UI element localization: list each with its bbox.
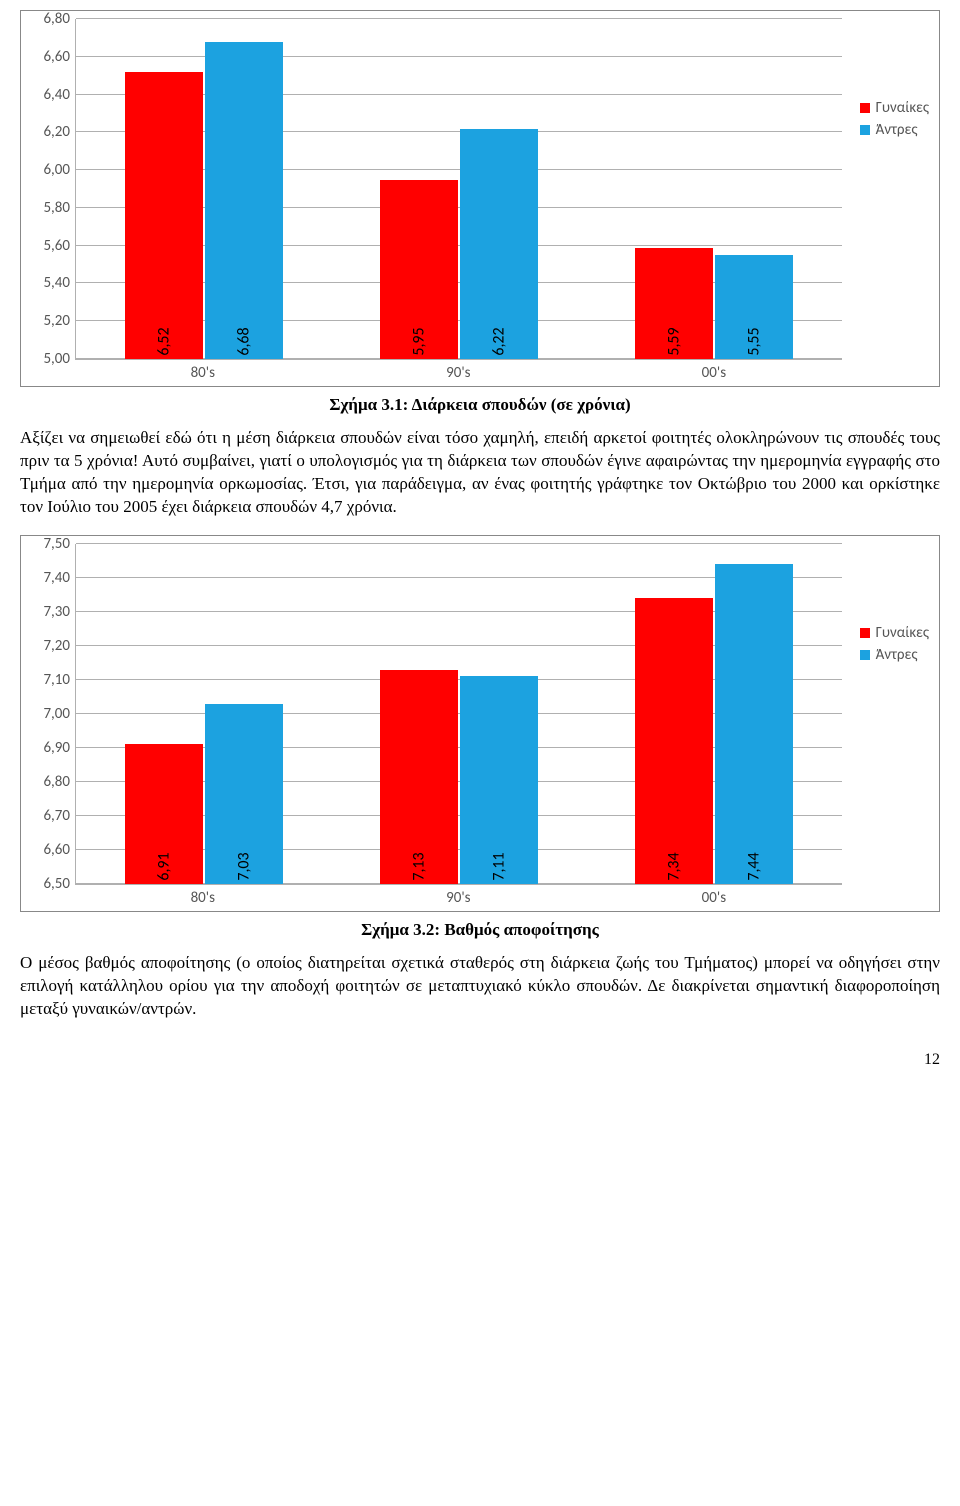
legend-label-women: Γυναίκες [876, 99, 929, 117]
y-axis-label: 6,60 [32, 48, 70, 66]
y-axis-label: 6,90 [32, 739, 70, 757]
bar: 5,95 [380, 180, 458, 359]
y-axis-label: 6,80 [32, 773, 70, 791]
bar: 7,11 [460, 676, 538, 883]
x-axis-label: 00's [702, 889, 726, 907]
bar-value-label: 5,59 [665, 327, 684, 355]
x-axis-label: 90's [446, 364, 470, 382]
paragraph-2: Ο μέσος βαθμός αποφοίτησης (ο οποίος δια… [20, 952, 940, 1021]
y-axis-label: 7,40 [32, 569, 70, 587]
bar: 5,59 [635, 248, 713, 359]
x-axis-label: 80's [191, 364, 215, 382]
legend-label-men: Άντρες [876, 121, 918, 139]
legend-swatch-men [860, 650, 870, 660]
chart-2: 6,50 6,60 6,70 6,80 6,90 7,00 7,10 7,20 7,30 7,40… [20, 535, 940, 912]
y-axis-label: 7,50 [32, 535, 70, 553]
y-axis-label: 5,80 [32, 199, 70, 217]
bar-value-label: 5,95 [409, 327, 428, 355]
y-axis-label: 6,40 [32, 86, 70, 104]
legend-item-women: Γυναίκες [860, 624, 929, 642]
bar-value-label: 6,68 [234, 327, 253, 355]
x-axis-label: 80's [191, 889, 215, 907]
legend-label-men: Άντρες [876, 646, 918, 664]
chart-1-plot: 5,005,205,405,605,806,006,206,406,606,80… [75, 19, 842, 360]
bar: 5,55 [715, 255, 793, 359]
bar-group: 6,91 7,03 [125, 704, 283, 884]
bar: 6,52 [125, 72, 203, 359]
chart-1-legend: Γυναίκες Άντρες [860, 99, 929, 143]
legend-item-men: Άντρες [860, 121, 929, 139]
y-axis-label: 7,10 [32, 671, 70, 689]
bar-group: 7,34 7,44 [635, 564, 793, 884]
bar-value-label: 7,13 [409, 852, 428, 880]
legend-label-women: Γυναίκες [876, 624, 929, 642]
bar: 7,13 [380, 670, 458, 884]
y-axis-label: 5,20 [32, 312, 70, 330]
y-axis-label: 5,40 [32, 274, 70, 292]
bar: 7,03 [205, 704, 283, 884]
x-axis-label: 00's [702, 364, 726, 382]
y-axis-label: 6,50 [32, 875, 70, 893]
y-axis-label: 5,00 [32, 350, 70, 368]
y-axis-label: 7,20 [32, 637, 70, 655]
bar-value-label: 7,11 [489, 852, 508, 880]
bar-value-label: 6,22 [489, 327, 508, 355]
bar-group: 6,52 6,68 [125, 42, 283, 359]
bar-value-label: 5,55 [745, 327, 764, 355]
bar-value-label: 7,03 [234, 852, 253, 880]
legend-item-women: Γυναίκες [860, 99, 929, 117]
bar-group: 5,59 5,55 [635, 248, 793, 359]
legend-swatch-men [860, 125, 870, 135]
chart-1: 5,00 5,20 5,40 5,60 5,80 6,00 6,20 6,40 6,60 6,80… [20, 10, 940, 387]
y-axis-label: 6,60 [32, 841, 70, 859]
legend-item-men: Άντρες [860, 646, 929, 664]
legend-swatch-women [860, 628, 870, 638]
bar: 6,68 [205, 42, 283, 359]
paragraph-1: Αξίζει να σημειωθεί εδώ ότι η μέση διάρκ… [20, 427, 940, 519]
y-axis-label: 6,80 [32, 10, 70, 28]
bar: 7,44 [715, 564, 793, 884]
caption-2: Σχήμα 3.2: Βαθμός αποφοίτησης [20, 920, 940, 940]
y-axis-label: 5,60 [32, 237, 70, 255]
bar-group: 7,13 7,11 [380, 670, 538, 884]
caption-1: Σχήμα 3.1: Διάρκεια σπουδών (σε χρόνια) [20, 395, 940, 415]
bar-value-label: 7,44 [745, 852, 764, 880]
bar: 6,91 [125, 744, 203, 883]
bar-value-label: 6,91 [154, 852, 173, 880]
chart-1-x-labels: 80's 90's 00's [75, 364, 842, 382]
y-axis-label: 6,70 [32, 807, 70, 825]
x-axis-label: 90's [446, 889, 470, 907]
bar: 6,22 [460, 129, 538, 359]
bar-value-label: 7,34 [665, 852, 684, 880]
bar-group: 5,95 6,22 [380, 129, 538, 359]
chart-2-legend: Γυναίκες Άντρες [860, 624, 929, 668]
legend-swatch-women [860, 103, 870, 113]
y-axis-label: 6,20 [32, 123, 70, 141]
chart-2-x-labels: 80's 90's 00's [75, 889, 842, 907]
bar-value-label: 6,52 [154, 327, 173, 355]
bar: 7,34 [635, 598, 713, 884]
page-number: 12 [20, 1051, 940, 1069]
y-axis-label: 7,00 [32, 705, 70, 723]
chart-2-plot: 6,506,606,706,806,907,007,107,207,307,40… [75, 544, 842, 885]
y-axis-label: 7,30 [32, 603, 70, 621]
y-axis-label: 6,00 [32, 161, 70, 179]
